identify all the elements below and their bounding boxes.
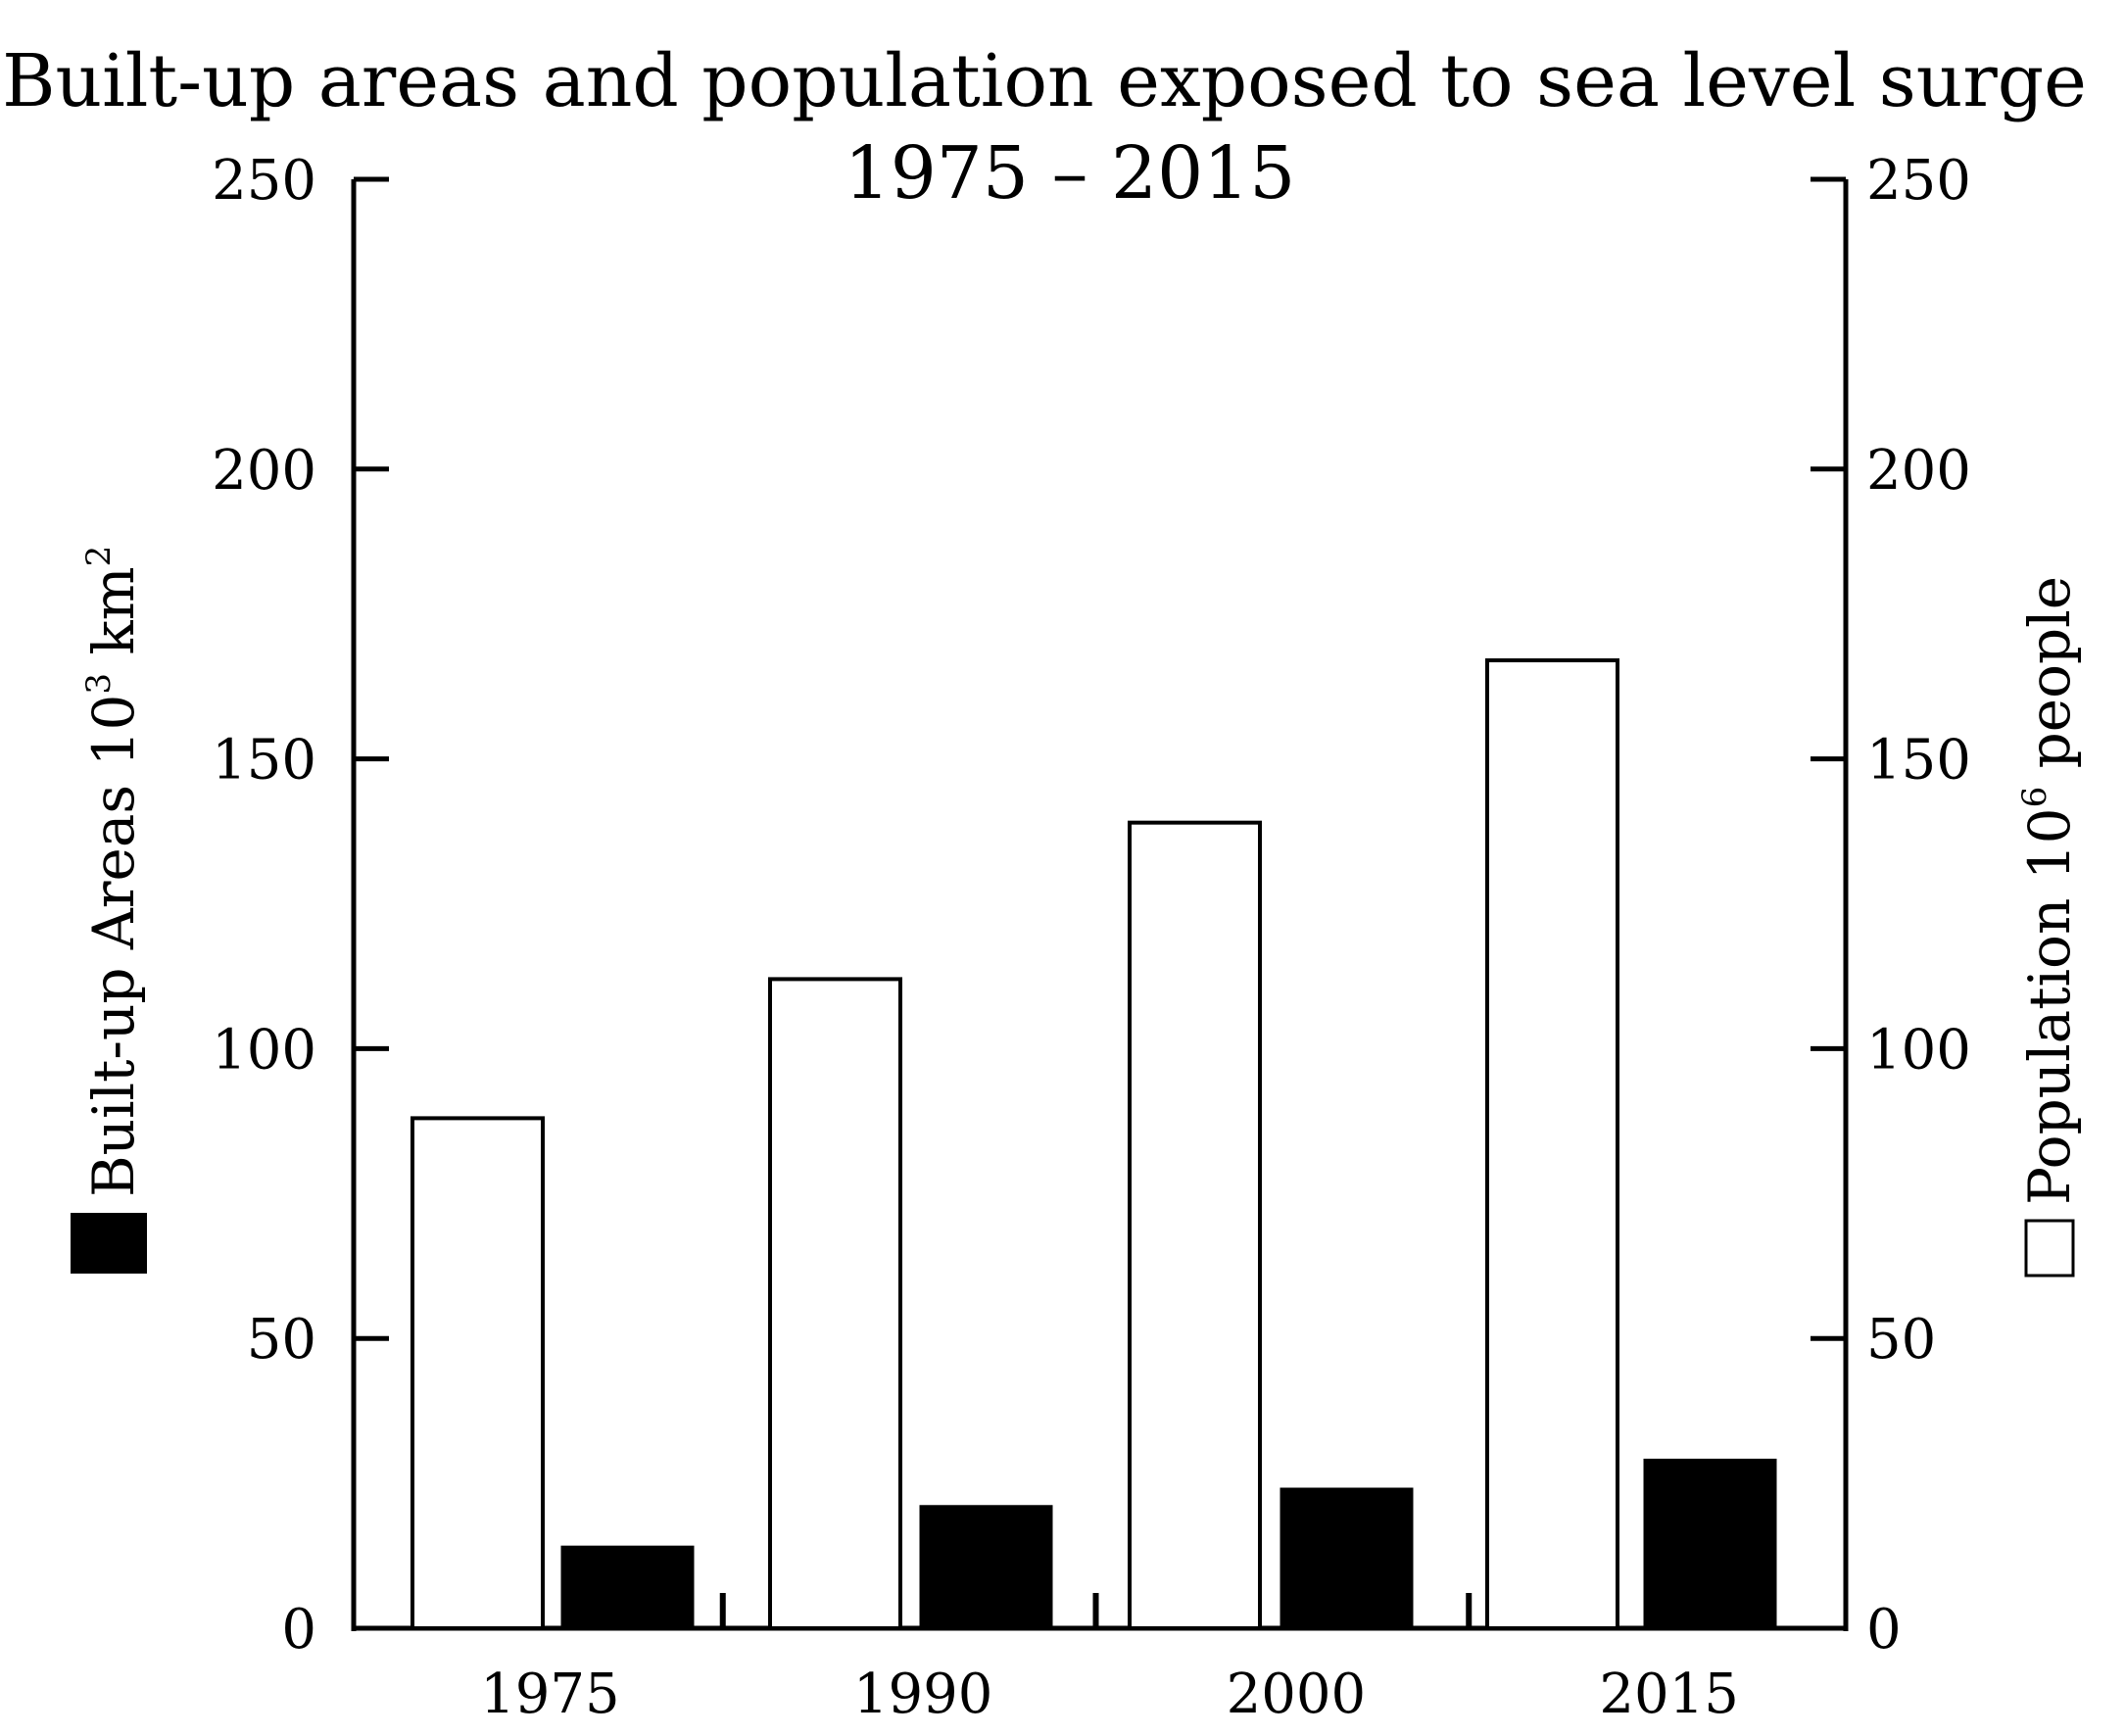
x-axis-tick-label-2015: 2015: [1599, 1663, 1739, 1726]
left-axis-title: Built-up Areas 103 km2: [79, 546, 147, 1197]
left-axis-tick-label: 50: [247, 1308, 316, 1372]
right-axis-tick-label: 250: [1866, 149, 1971, 213]
right-axis-title: Population 106 people: [2015, 576, 2083, 1205]
chart-subtitle: 1975 – 2015: [845, 131, 1296, 216]
right-axis-tick-label: 0: [1866, 1598, 1902, 1662]
left-axis-tick-label: 250: [212, 149, 316, 213]
bar-built-up-2015: [1643, 1458, 1777, 1630]
chart-marks: 0 50 100 150 200 250 0 50 100 150 200 250 1975 1990 20…: [212, 149, 1971, 1726]
legend-swatch-population: [2024, 1219, 2075, 1278]
bar-population-1975: [411, 1116, 545, 1630]
left-axis-tick-label: 150: [212, 729, 316, 793]
left-axis-title-group: Built-up Areas 103 km2: [71, 546, 147, 1274]
bar-built-up-1975: [560, 1545, 695, 1630]
x-axis-tick-label-2000: 2000: [1227, 1663, 1367, 1726]
right-axis-tick-label: 200: [1866, 439, 1971, 503]
right-axis-tick-label: 50: [1866, 1308, 1936, 1372]
right-axis-tick-label: 150: [1866, 729, 1971, 793]
x-axis-tick-label-1975: 1975: [480, 1663, 620, 1726]
bar-built-up-2000: [1280, 1487, 1414, 1630]
left-axis-tick-label: 100: [212, 1018, 316, 1082]
bar-population-1990: [768, 977, 902, 1630]
bar-population-2015: [1485, 658, 1619, 1630]
bar-population-2000: [1128, 820, 1262, 1630]
chart-title: Built-up areas and population exposed to…: [2, 39, 2087, 123]
bar-built-up-1990: [919, 1505, 1053, 1630]
right-axis-title-group: Population 106 people: [2015, 576, 2083, 1278]
legend-swatch-built-up: [71, 1213, 147, 1274]
left-axis-tick-label: 200: [212, 439, 316, 503]
left-axis-tick-label: 0: [281, 1598, 316, 1662]
right-axis-tick-label: 100: [1866, 1018, 1971, 1082]
x-axis-tick-label-1990: 1990: [853, 1663, 993, 1726]
